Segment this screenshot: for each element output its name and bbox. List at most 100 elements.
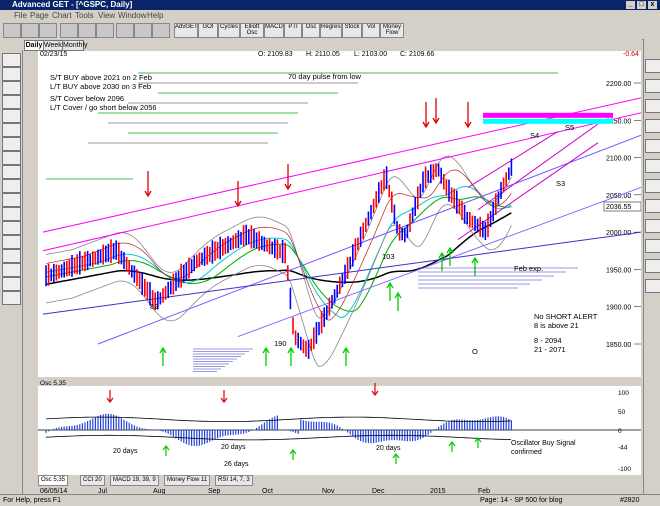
right-tool-8[interactable] xyxy=(645,199,660,213)
draw-icon[interactable] xyxy=(134,23,152,38)
left-tool-3[interactable] xyxy=(2,81,21,95)
x-tick-label: 2015 xyxy=(430,488,446,494)
toolbar-macd-button[interactable]: MACD xyxy=(264,23,284,38)
tab-money-flow[interactable]: Money Flow 11 xyxy=(164,475,211,486)
left-tool-2[interactable] xyxy=(2,67,21,81)
toolbar-advget-button[interactable]: AdvGET xyxy=(174,23,198,38)
left-tool-13[interactable] xyxy=(2,221,21,235)
y-tick-label: 2100.00 xyxy=(606,156,631,163)
osc-upper-band xyxy=(45,416,512,422)
save-icon[interactable] xyxy=(21,23,39,38)
annotation-st-buy: S/T BUY above 2021 on 2 Feb xyxy=(50,73,152,82)
osc-background xyxy=(38,378,641,475)
right-tool-7[interactable] xyxy=(645,179,660,193)
price-bars xyxy=(45,158,513,359)
right-tool-11[interactable] xyxy=(645,259,660,273)
tab-macd[interactable]: MACD 19, 39, 9 xyxy=(110,475,159,486)
zoom-icon[interactable] xyxy=(116,23,134,38)
toolbar-cycles-button[interactable]: Cycles xyxy=(218,23,240,38)
tab-rsi[interactable]: RSI 14, 7, 3 xyxy=(215,475,253,486)
copy-icon[interactable] xyxy=(78,23,96,38)
left-tool-1[interactable] xyxy=(2,53,21,67)
left-tool-7[interactable] xyxy=(2,137,21,151)
tab-monthly[interactable]: Monthly xyxy=(62,40,88,51)
y-tick-label: 1900.00 xyxy=(606,305,631,312)
toolbar: AdvGET GOI Cycles Elliott Osc MACD PTI O… xyxy=(0,21,660,40)
left-tool-9[interactable] xyxy=(2,165,21,179)
menu-window[interactable]: Window xyxy=(118,11,147,20)
tab-osc[interactable]: Osc 5,35 xyxy=(38,475,69,486)
menu-tools[interactable]: Tools xyxy=(75,11,94,20)
tab-weekly[interactable]: Weekly xyxy=(43,40,67,51)
window-title: Advanced GET - [^GSPC, Daily] xyxy=(12,0,133,9)
info-open: O: 2109.83 xyxy=(258,51,293,58)
osc-level-label: 0 xyxy=(618,428,622,435)
left-tool-12[interactable] xyxy=(2,207,21,221)
left-tool-16[interactable] xyxy=(2,263,21,277)
status-page: Page: 14 - SP 500 for blog xyxy=(480,497,563,504)
cut-icon[interactable] xyxy=(60,23,78,38)
buy-arrow-head xyxy=(287,346,295,354)
last-price-tag xyxy=(603,201,641,212)
oscillator-panel[interactable]: Osc 5,35 100 50 0 -44 -100 20 days 20 days 2… xyxy=(38,378,641,475)
tab-daily[interactable]: Daily xyxy=(24,40,44,51)
toolbar-osc-button[interactable]: Osc xyxy=(302,23,320,38)
left-tool-15[interactable] xyxy=(2,249,21,263)
ma-long-line xyxy=(45,212,512,286)
buy-arrow-head xyxy=(438,251,446,259)
toolbar-pti-button[interactable]: PTI xyxy=(284,23,302,38)
right-tool-9[interactable] xyxy=(645,219,660,233)
left-tool-5[interactable] xyxy=(2,109,21,123)
right-tool-10[interactable] xyxy=(645,239,660,253)
right-tool-2[interactable] xyxy=(645,79,660,93)
left-tool-17[interactable] xyxy=(2,277,21,291)
chart-icon[interactable] xyxy=(152,23,170,38)
left-tool-10[interactable] xyxy=(2,179,21,193)
print-icon[interactable] xyxy=(39,23,57,38)
left-tool-14[interactable] xyxy=(2,235,21,249)
menu-chart[interactable]: Chart xyxy=(52,11,72,20)
label-low-82: 82 xyxy=(150,302,158,311)
maximize-button[interactable]: □ xyxy=(637,1,646,9)
band-lower xyxy=(45,204,512,367)
label-s4: S4 xyxy=(530,131,539,140)
right-tool-6[interactable] xyxy=(645,159,660,173)
menu-file[interactable]: File xyxy=(14,11,27,20)
sell-arrow-head xyxy=(144,190,152,198)
left-tool-4[interactable] xyxy=(2,95,21,109)
y-tick-label: 1850.00 xyxy=(606,342,631,349)
right-tool-3[interactable] xyxy=(645,99,660,113)
open-icon[interactable] xyxy=(3,23,21,38)
chart-y-axis: 2200.00 2150.00 2100.00 2050.00 2000.00 1950.… xyxy=(606,81,641,349)
left-tool-6[interactable] xyxy=(2,123,21,137)
toolbar-vol-button[interactable]: Vol xyxy=(362,23,380,38)
right-tool-12[interactable] xyxy=(645,279,660,293)
osc-label-20-days-3: 20 days xyxy=(376,445,401,452)
menu-help[interactable]: Help xyxy=(147,11,164,20)
paste-icon[interactable] xyxy=(96,23,114,38)
toolbar-goi-button[interactable]: GOI xyxy=(198,23,218,38)
left-tool-18[interactable] xyxy=(2,291,21,305)
menu-view[interactable]: View xyxy=(98,11,116,20)
osc-buy-arrow-head xyxy=(474,437,482,443)
left-toolbar xyxy=(0,39,23,494)
status-bar: For Help, press F1 Page: 14 - SP 500 for… xyxy=(0,494,660,506)
toolbar-stock-button[interactable]: Stock xyxy=(342,23,362,38)
left-tool-11[interactable] xyxy=(2,193,21,207)
toolbar-elliott-button[interactable]: Elliott Osc xyxy=(240,23,264,38)
toolbar-regress-button[interactable]: Regress xyxy=(320,23,342,38)
price-chart[interactable]: 2200.00 2150.00 2100.00 2050.00 2000.00 1950.… xyxy=(38,61,641,377)
right-tool-5[interactable] xyxy=(645,139,660,153)
menu-page[interactable]: Page xyxy=(30,11,49,20)
osc-level-label: -100 xyxy=(618,466,631,473)
right-tool-4[interactable] xyxy=(645,119,660,133)
minimize-button[interactable]: _ xyxy=(626,1,635,9)
osc-buy-confirmed: confirmed xyxy=(511,449,542,456)
close-button[interactable]: x xyxy=(648,1,657,9)
left-tool-8[interactable] xyxy=(2,151,21,165)
tab-cci[interactable]: CCI 20 xyxy=(80,475,105,486)
toolbar-moneyflow-button[interactable]: Money Flow xyxy=(380,23,404,38)
right-tool-1[interactable] xyxy=(645,59,660,73)
buy-arrow-head xyxy=(386,281,394,289)
info-change: -0.64 xyxy=(623,51,639,58)
